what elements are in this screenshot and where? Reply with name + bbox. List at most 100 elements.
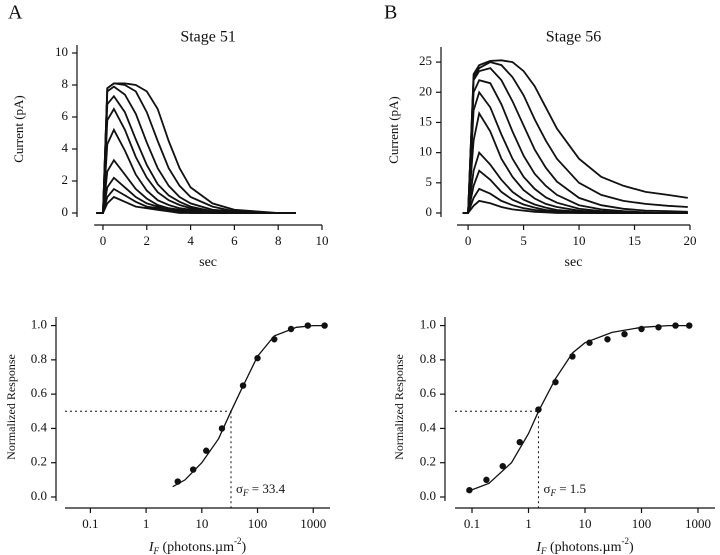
y-tick-label: 0 (62, 204, 69, 219)
annotation-text: = 1.5 (556, 481, 586, 496)
x-tick-label: 10 (316, 233, 329, 248)
trace (462, 169, 688, 214)
x-label-subscript: F (153, 546, 160, 555)
x-label-text: (photons.µm (547, 540, 622, 555)
trace (96, 82, 296, 214)
x-tick-label: 100 (632, 516, 652, 531)
trace (462, 67, 688, 214)
x-label-symbol: I (535, 540, 542, 555)
data-point (499, 462, 506, 470)
y-tick-label: 0.6 (420, 385, 437, 400)
x-tick-label: 10 (573, 233, 586, 248)
annotation-symbol: σ (543, 481, 550, 496)
x-tick-label: 10 (195, 516, 208, 531)
data-point (621, 330, 628, 338)
trace (96, 195, 296, 214)
chart-title: Stage 56 (546, 29, 602, 46)
x-tick-label: 5 (520, 233, 527, 248)
annotation-subscript: F (242, 488, 249, 498)
panel-label: B (384, 2, 397, 24)
data-point (483, 476, 490, 484)
data-point (672, 322, 679, 329)
data-point (174, 478, 181, 485)
x-tick-label: 1 (143, 516, 150, 531)
x-label-symbol: I (148, 540, 155, 555)
data-point (304, 322, 312, 329)
trace (462, 199, 688, 214)
data-point (655, 324, 662, 331)
trace (96, 127, 296, 214)
data-point (586, 339, 593, 346)
x-label-superscript: -2 (234, 536, 242, 546)
annotation: σF = 1.5 (543, 481, 586, 498)
data-point (552, 378, 559, 386)
x-tick-label: 0.1 (82, 516, 98, 531)
trace (96, 107, 296, 214)
x-tick-label: 10 (579, 516, 592, 531)
x-tick-label: 4 (187, 233, 194, 248)
y-tick-label: 0.2 (31, 454, 47, 469)
x-tick-label: 2 (144, 233, 151, 248)
y-tick-label: 0.8 (420, 351, 436, 366)
annotation-symbol: σ (236, 481, 243, 496)
data-point (271, 336, 278, 343)
y-tick-label: 1.0 (420, 317, 436, 332)
y-axis-label: Normalized Response (392, 354, 406, 460)
data-point (189, 466, 197, 473)
x-tick-label: 1000 (685, 516, 711, 531)
data-point (203, 447, 210, 454)
fit-curve (466, 324, 690, 493)
y-tick-label: 20 (419, 83, 432, 98)
panel-label: A (8, 2, 23, 24)
x-label-text: (photons.µm (159, 540, 234, 555)
y-axis-label: Current (pA) (11, 95, 26, 163)
data-point (638, 325, 645, 333)
y-tick-label: 0.8 (31, 351, 47, 366)
y-tick-label: 8 (62, 76, 69, 91)
y-tick-label: 0.6 (31, 385, 48, 400)
x-label-close: ) (241, 540, 246, 555)
x-tick-label: 15 (628, 233, 641, 248)
y-tick-label: 2 (62, 172, 69, 187)
annotation: σF = 33.4 (236, 481, 286, 498)
data-point (239, 382, 247, 389)
x-label-superscript: -2 (621, 536, 629, 546)
y-tick-label: 4 (62, 140, 69, 155)
trace (462, 79, 688, 214)
annotation-text: = 33.4 (249, 481, 286, 496)
chart-title: Stage 51 (180, 29, 236, 46)
y-tick-label: 0.4 (31, 419, 48, 434)
y-tick-label: 0.0 (420, 488, 436, 503)
x-axis-label: sec (199, 255, 217, 270)
annotation-subscript: F (549, 488, 556, 498)
x-tick-label: 20 (684, 233, 697, 248)
x-axis-label: IF (photons.µm-2) (148, 536, 247, 555)
y-tick-label: 5 (426, 174, 433, 189)
data-point (466, 486, 473, 494)
x-axis-label: sec (565, 255, 583, 270)
trace (462, 61, 688, 214)
data-point (686, 322, 693, 329)
data-point (604, 336, 611, 343)
data-point (569, 353, 576, 360)
y-tick-label: 15 (419, 113, 432, 128)
x-tick-label: 1000 (300, 516, 326, 531)
data-point (287, 325, 295, 333)
y-tick-label: 6 (62, 108, 69, 123)
y-tick-label: 10 (419, 144, 432, 159)
x-label-subscript: F (540, 546, 547, 555)
data-point (516, 438, 523, 446)
x-tick-label: 0 (100, 233, 107, 248)
y-tick-label: 0 (426, 204, 433, 219)
trace (462, 59, 688, 214)
y-axis-label: Normalized Response (4, 354, 18, 460)
y-tick-label: 10 (55, 44, 68, 59)
y-tick-label: 0.0 (31, 488, 47, 503)
y-tick-label: 1.0 (31, 317, 47, 332)
x-tick-label: 100 (248, 516, 268, 531)
trace (96, 82, 296, 214)
x-tick-label: 1 (525, 516, 532, 531)
data-point (218, 425, 226, 432)
x-label-close: ) (629, 540, 634, 555)
